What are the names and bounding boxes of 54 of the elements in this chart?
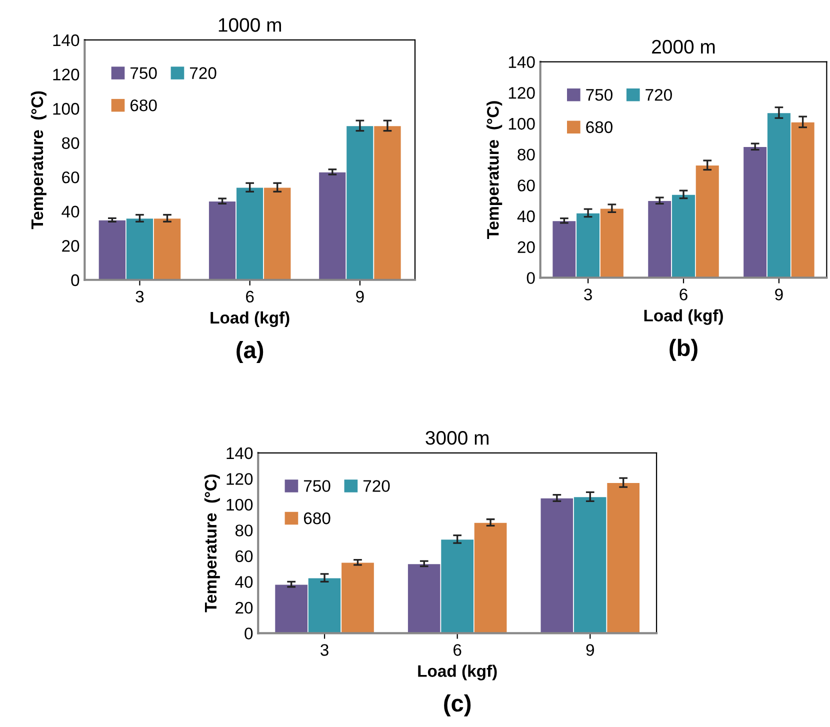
y-tick-label: 100 (508, 118, 535, 130)
y-axis-title: Temperature (°C) (30, 91, 46, 230)
y-tick-label: 0 (71, 274, 80, 286)
legend-label: 680 (130, 99, 157, 112)
y-tick-label: 40 (62, 206, 80, 218)
y-tick-label: 0 (244, 628, 253, 640)
chart-title: 3000 m (426, 431, 488, 445)
x-tick-label: 3 (320, 644, 328, 656)
chart-title: 1000 m (218, 18, 281, 32)
y-tick-label: 100 (53, 102, 80, 115)
legend-label: 750 (304, 480, 330, 492)
x-tick-label: 3 (584, 288, 592, 300)
y-tick-label: 120 (226, 473, 253, 485)
legend-label: 720 (190, 67, 216, 79)
y-tick-label: 120 (53, 68, 80, 80)
y-tick-label: 80 (235, 524, 253, 536)
y-tick-label: 20 (236, 602, 253, 614)
y-tick-label: 40 (235, 576, 253, 588)
y-tick-label: 20 (518, 241, 535, 254)
x-tick-label: 6 (680, 288, 688, 300)
x-tick-label: 3 (136, 290, 144, 303)
x-tick-label: 9 (775, 288, 783, 300)
legend-label: 750 (130, 67, 157, 79)
y-axis-title: Temperature (°C) (204, 474, 220, 612)
legend-label: 720 (363, 480, 390, 492)
y-tick-label: 60 (236, 550, 253, 562)
y-tick-label: 140 (508, 56, 535, 68)
x-axis-title: Load (kgf) (644, 309, 723, 325)
y-tick-label: 100 (226, 498, 253, 511)
y-tick-label: 140 (53, 34, 80, 46)
legend-label: 720 (646, 88, 672, 101)
y-tick-label: 140 (226, 447, 253, 460)
text: (a) (236, 341, 264, 364)
legend-label: 750 (586, 88, 612, 101)
y-tick-label: 60 (62, 171, 80, 184)
x-tick-label: 9 (356, 290, 364, 303)
y-tick-label: 60 (518, 180, 535, 192)
y-tick-label: 80 (518, 148, 535, 161)
legend-label: 680 (586, 121, 612, 134)
x-tick-label: 6 (454, 644, 462, 656)
y-tick-label: 20 (62, 240, 80, 252)
x-axis-title: Load (kgf) (210, 311, 290, 328)
y-tick-label: 80 (62, 137, 80, 150)
x-axis-title: Load (kgf) (418, 664, 497, 680)
y-axis-title: Temperature (°C) (486, 101, 502, 239)
y-tick-label: 0 (526, 272, 535, 284)
x-tick-label: 9 (586, 644, 594, 656)
chart-title: 2000 m (652, 40, 715, 54)
text: (c) (444, 694, 471, 716)
legend-label: 680 (304, 512, 330, 524)
y-tick-label: 120 (508, 87, 535, 99)
text: (b) (670, 338, 698, 361)
y-tick-label: 40 (517, 210, 535, 222)
x-tick-label: 6 (246, 290, 254, 303)
